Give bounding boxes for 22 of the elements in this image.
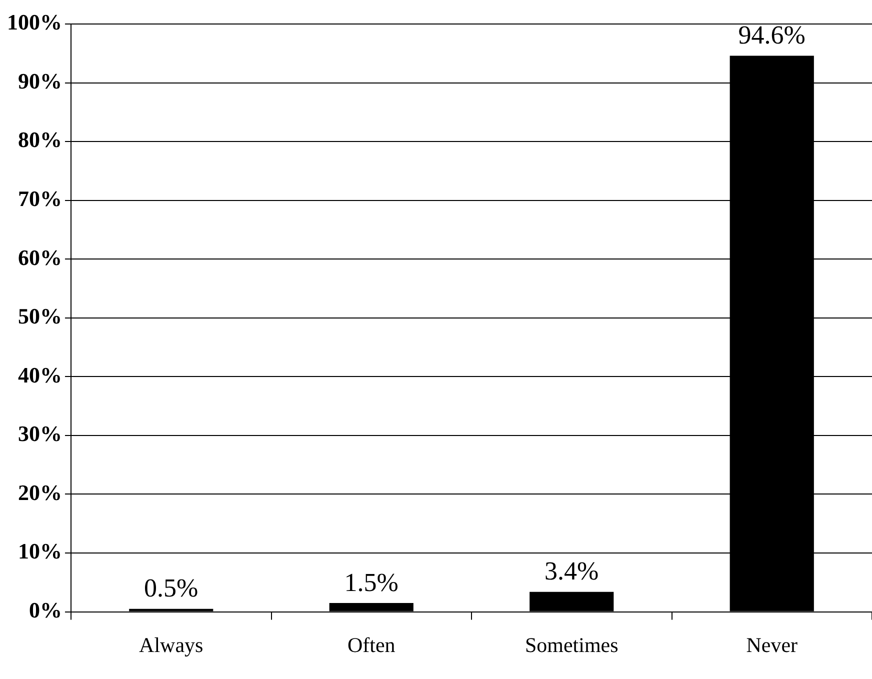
y-tick-label: 0% xyxy=(29,597,62,622)
data-label: 3.4% xyxy=(544,556,599,586)
y-tick-label: 10% xyxy=(18,538,62,564)
y-tick-label: 80% xyxy=(18,127,62,152)
y-tick-label: 90% xyxy=(18,68,62,94)
y-tick-label: 100% xyxy=(7,10,62,35)
data-label: 1.5% xyxy=(344,568,398,597)
x-tick-label: Never xyxy=(746,632,798,657)
y-tick-label: 40% xyxy=(18,362,62,388)
x-tick-label: Often xyxy=(347,632,396,657)
y-tick-label: 70% xyxy=(18,186,62,212)
y-tick-label: 20% xyxy=(18,480,62,505)
x-tick-label: Always xyxy=(139,632,204,657)
x-tick-label: Sometimes xyxy=(524,632,618,657)
data-label: 0.5% xyxy=(144,574,198,603)
data-label: 94.6% xyxy=(738,20,806,50)
y-tick-label: 50% xyxy=(18,304,62,329)
bar xyxy=(329,602,414,612)
y-tick-label: 30% xyxy=(18,421,62,446)
bar xyxy=(129,608,214,612)
y-tick-label: 60% xyxy=(18,244,62,270)
bar xyxy=(530,592,614,612)
